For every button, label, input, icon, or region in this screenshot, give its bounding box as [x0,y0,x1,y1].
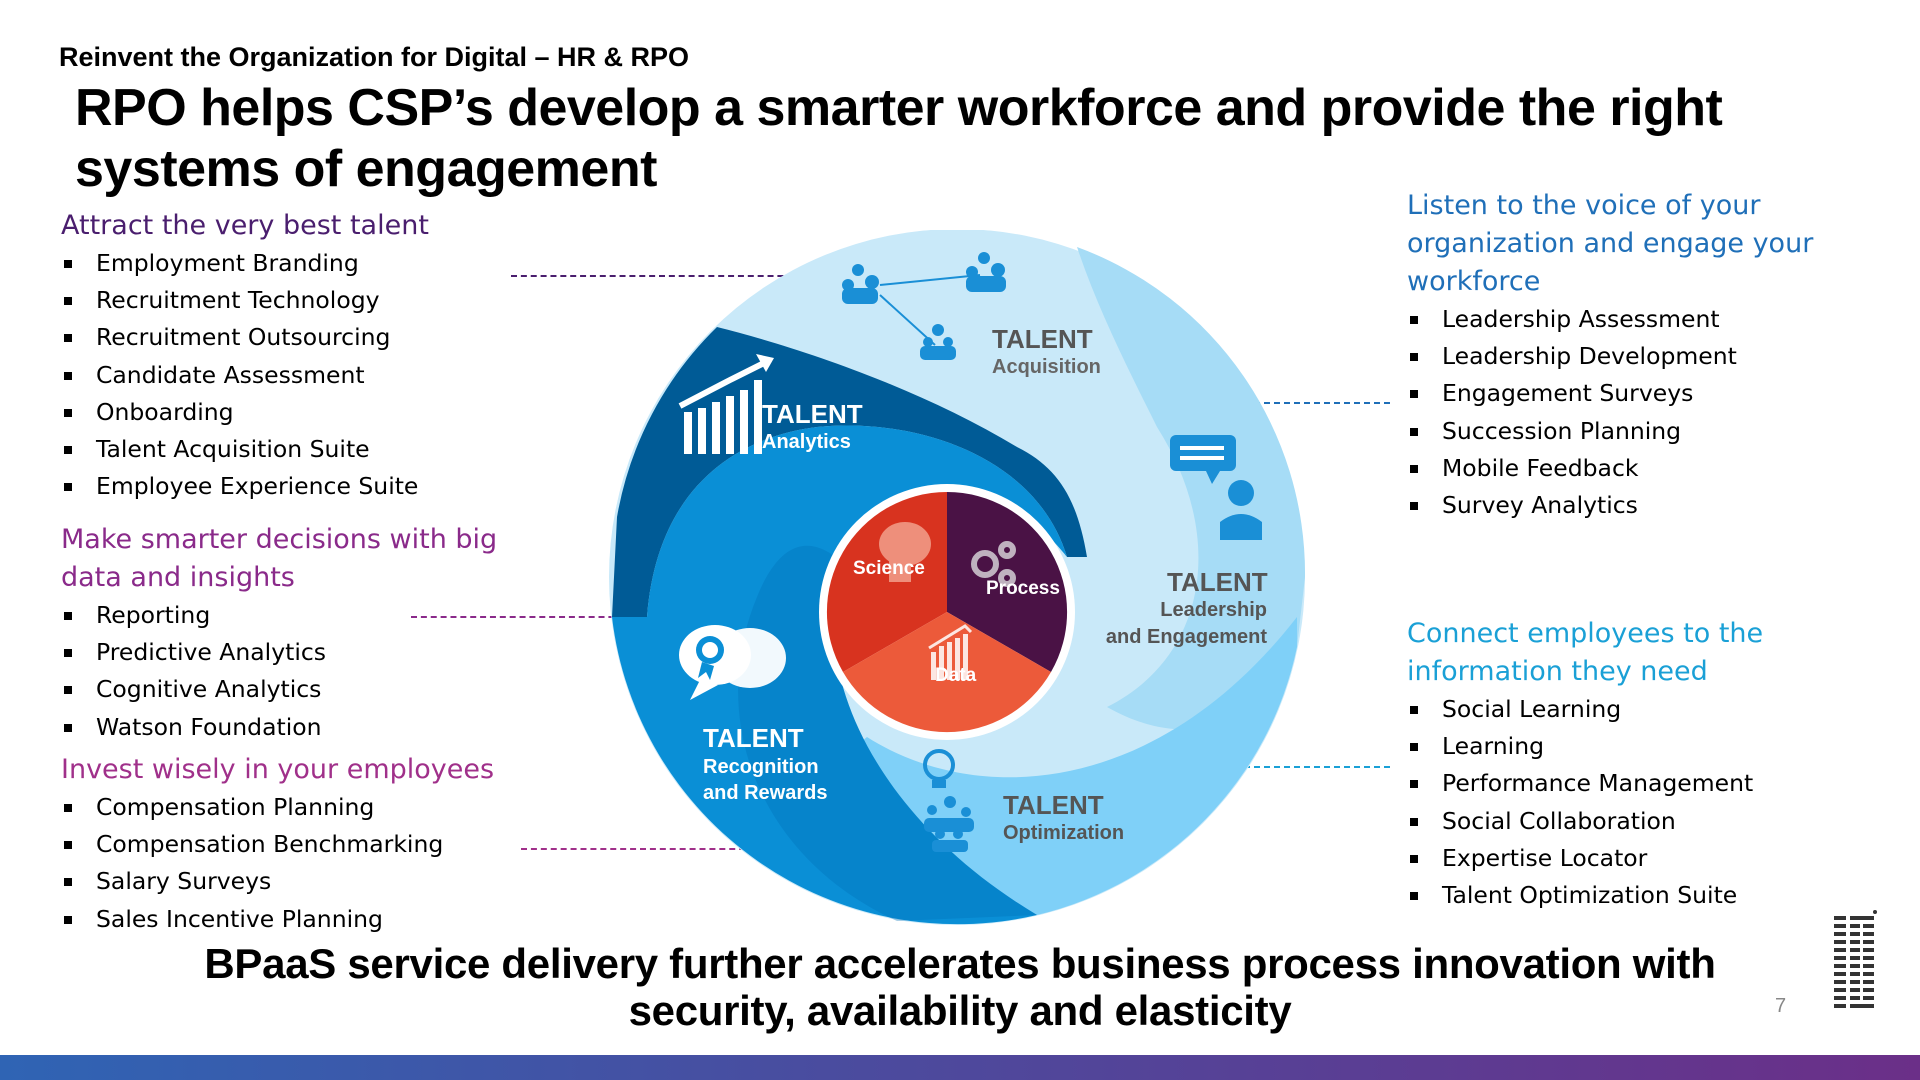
footer-line-1: BPaaS service delivery further accelerat… [204,940,1716,987]
optimization-word: TALENT [1003,790,1104,820]
slide-title: RPO helps CSP’s develop a smarter workfo… [75,79,1723,198]
list-item: Engagement Surveys [1407,375,1837,412]
list-item: Salary Surveys [61,863,494,900]
leadership-sub1: Leadership [1160,599,1267,621]
award-speech-icon [679,625,786,700]
listen-heading: Listen to the voice of your organization… [1407,190,1814,297]
connector-attract [511,275,813,277]
connector-invest [521,848,765,850]
decisions-section: Make smarter decisions with big data and… [61,521,501,746]
talent-cycle-diagram: TALENT Acquisition TALENT Analytics TALE… [609,230,1306,925]
listen-section: Listen to the voice of your organization… [1407,187,1837,524]
connector-decisions [411,616,644,618]
list-item: Expertise Locator [1407,840,1837,877]
list-item: Social Learning [1407,691,1837,728]
list-item: Leadership Assessment [1407,301,1837,338]
list-item: Compensation Planning [61,789,494,826]
list-item: Talent Optimization Suite [1407,877,1837,914]
brain-icon [879,522,931,582]
list-item: Recruitment Outsourcing [61,319,429,356]
invest-list: Compensation Planning Compensation Benchm… [61,789,494,938]
ibm-logo [1834,910,1877,1008]
core-data-label: Data [935,665,977,686]
optimization-sub: Optimization [1003,822,1124,844]
recognition-sub2: and Rewards [703,782,827,804]
attract-section: Attract the very best talent Employment … [61,207,429,505]
connect-heading: Connect employees to the information the… [1407,618,1764,687]
leadership-word: TALENT [1167,567,1268,597]
list-item: Succession Planning [1407,413,1837,450]
bottom-gradient-bar [0,1055,1920,1080]
connector-connect [1204,766,1390,768]
gears-icon [971,541,1016,587]
list-item: Compensation Benchmarking [61,826,494,863]
connector-listen [1204,402,1390,404]
list-item: Performance Management [1407,765,1837,802]
list-item: Recruitment Technology [61,282,429,319]
core-science-label: Science [853,558,925,579]
list-item: Employee Experience Suite [61,468,429,505]
list-item: Predictive Analytics [61,634,501,671]
slide-subtitle: Reinvent the Organization for Digital – … [59,42,690,72]
growth-chart-icon [678,354,774,454]
list-item: Candidate Assessment [61,357,429,394]
attract-heading: Attract the very best talent [61,210,429,241]
list-item: Reporting [61,597,501,634]
list-item: Survey Analytics [1407,487,1837,524]
list-item: Leadership Development [1407,338,1837,375]
list-item: Cognitive Analytics [61,671,501,708]
list-item: Employment Branding [61,245,429,282]
footer-statement: BPaaS service delivery further accelerat… [0,940,1920,1034]
segment-leadership [1077,247,1306,730]
lightbulb-people-icon [923,749,974,852]
connect-list: Social Learning Learning Performance Manag… [1407,691,1837,914]
list-item: Social Collaboration [1407,803,1837,840]
list-item: Learning [1407,728,1837,765]
analytics-word: TALENT [762,399,863,429]
attract-list: Employment Branding Recruitment Technolog… [61,245,429,505]
acquisition-sub: Acquisition [992,356,1101,378]
listen-list: Leadership Assessment Leadership Developm… [1407,301,1837,524]
connect-section: Connect employees to the information the… [1407,615,1837,914]
footer-line-2: security, availability and elasticity [628,987,1292,1034]
list-item: Talent Acquisition Suite [61,431,429,468]
list-item: Onboarding [61,394,429,431]
list-item: Sales Incentive Planning [61,901,494,938]
decisions-list: Reporting Predictive Analytics Cognitive A… [61,597,501,746]
people-network-icon [842,252,1006,360]
acquisition-word: TALENT [992,324,1093,354]
chat-person-icon [1170,435,1262,540]
invest-heading: Invest wisely in your employees [61,754,495,785]
invest-section: Invest wisely in your employees Compensa… [61,751,494,938]
recognition-word: TALENT [703,723,804,753]
page-number: 7 [1775,995,1787,1017]
recognition-sub1: Recognition [703,756,819,778]
decisions-heading: Make smarter decisions with big data and… [61,524,498,593]
analytics-sub: Analytics [762,431,851,453]
list-item: Watson Foundation [61,709,501,746]
leadership-sub2: and Engagement [1106,626,1267,648]
bar-chart-icon [928,624,973,680]
list-item: Mobile Feedback [1407,450,1837,487]
core-process-label: Process [986,578,1060,599]
